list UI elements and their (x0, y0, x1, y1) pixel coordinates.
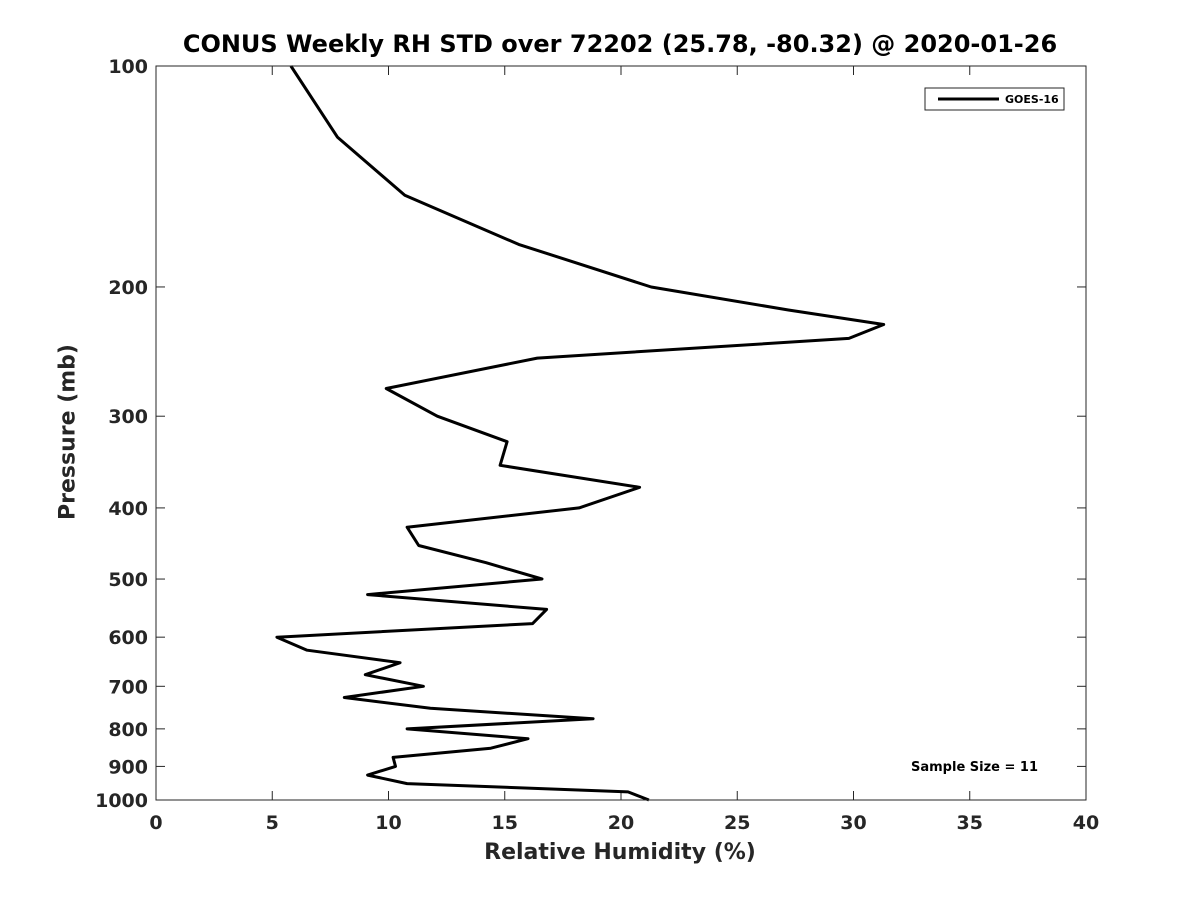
series-group (275, 65, 886, 802)
axes-box (155, 65, 1087, 801)
x-tick-label: 35 (957, 812, 983, 834)
sample-size-annotation: Sample Size = 11 (911, 760, 1038, 775)
x-tick-label: 30 (840, 812, 866, 834)
y-tick-label: 1000 (95, 790, 148, 812)
y-tick-label: 100 (108, 56, 148, 78)
x-tick-label: 10 (375, 812, 401, 834)
x-tick-label: 0 (149, 812, 162, 834)
x-tick-label: 40 (1073, 812, 1099, 834)
y-tick-label: 300 (108, 406, 148, 428)
y-tick-label: 900 (108, 756, 148, 778)
y-tick-label: 200 (108, 277, 148, 299)
series-line-goes-16 (275, 65, 886, 802)
y-tick-label: 400 (108, 498, 148, 520)
legend: GOES-16 (924, 87, 1065, 111)
x-tick-label: 15 (492, 812, 518, 834)
y-axis-ticks: 100 200 300 400 500 600 700 800 900 1000 (95, 56, 1086, 812)
x-tick-label: 5 (266, 812, 279, 834)
x-axis-label: Relative Humidity (%) (484, 840, 756, 865)
y-tick-label: 700 (108, 676, 148, 698)
y-tick-label: 800 (108, 719, 148, 741)
x-axis-ticks: 0 5 10 15 20 25 30 35 40 (149, 66, 1099, 834)
x-tick-label: 20 (608, 812, 634, 834)
legend-label-goes-16: GOES-16 (1005, 93, 1059, 106)
y-tick-label: 500 (108, 569, 148, 591)
chart-title: CONUS Weekly RH STD over 72202 (25.78, -… (182, 30, 1058, 58)
x-tick-label: 25 (724, 812, 750, 834)
y-tick-label: 600 (108, 627, 148, 649)
